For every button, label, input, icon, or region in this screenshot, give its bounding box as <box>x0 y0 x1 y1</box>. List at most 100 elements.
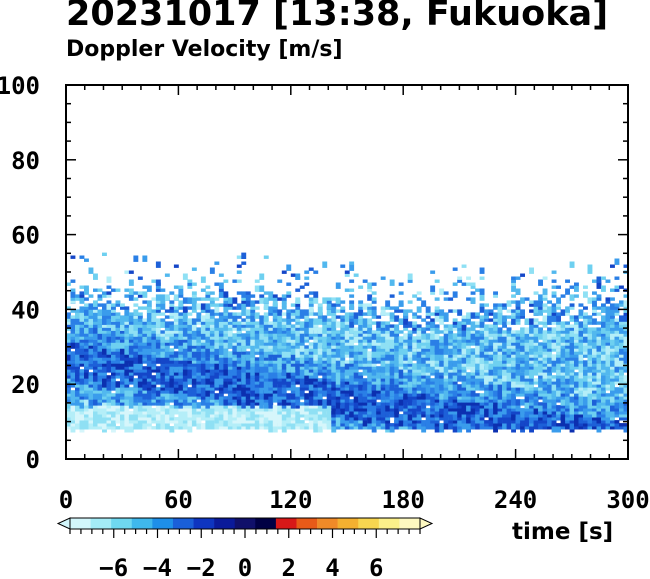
heatmap-cell <box>502 399 507 403</box>
heatmap-cell <box>592 396 597 400</box>
heatmap-cell <box>88 345 94 349</box>
heatmap-cell <box>560 396 566 400</box>
heatmap-cell <box>389 423 395 427</box>
heatmap-cell <box>173 321 179 325</box>
heatmap-cell <box>425 396 431 400</box>
heatmap-cell <box>403 348 409 352</box>
heatmap-cell <box>367 384 373 388</box>
heatmap-cell <box>111 330 116 337</box>
heatmap-cell <box>529 381 534 385</box>
heatmap-cell <box>66 393 71 397</box>
heatmap-cell <box>475 402 480 406</box>
heatmap-cell <box>223 369 229 376</box>
heatmap-cell <box>353 363 359 367</box>
heatmap-cell <box>268 330 274 334</box>
heatmap-cell <box>340 378 346 382</box>
heatmap-cell <box>335 297 341 304</box>
heatmap-cell <box>223 363 229 367</box>
heatmap-cell <box>142 390 148 394</box>
heatmap-cell <box>84 381 89 385</box>
heatmap-cell <box>205 291 211 295</box>
heatmap-cell <box>120 405 125 409</box>
heatmap-cell <box>461 381 467 388</box>
heatmap-cell <box>596 342 602 346</box>
heatmap-cell <box>344 366 350 370</box>
heatmap-cell <box>376 357 382 361</box>
heatmap-cell <box>106 387 112 391</box>
heatmap-cell <box>610 288 615 292</box>
heatmap-cell <box>434 426 440 433</box>
heatmap-cell <box>497 348 503 352</box>
heatmap-cell <box>268 351 274 355</box>
heatmap-cell <box>236 312 242 316</box>
heatmap-cell <box>160 396 166 400</box>
heatmap-cell <box>533 420 539 424</box>
heatmap-cell <box>236 315 242 319</box>
heatmap-cell <box>286 336 292 340</box>
heatmap-cell <box>254 279 260 283</box>
heatmap-cell <box>529 318 534 325</box>
heatmap-cell <box>173 387 179 394</box>
heatmap-cell <box>70 291 76 298</box>
heatmap-cell <box>349 426 355 430</box>
heatmap-cell <box>84 411 89 415</box>
heatmap-cell <box>362 321 368 328</box>
heatmap-cell <box>66 411 71 418</box>
heatmap-cell <box>115 420 121 424</box>
heatmap-cell <box>610 354 615 358</box>
heatmap-cell <box>272 333 278 340</box>
heatmap-cell <box>344 414 350 418</box>
heatmap-cell <box>551 294 557 298</box>
heatmap-cell <box>502 375 507 379</box>
heatmap-cell <box>358 354 364 361</box>
heatmap-cell <box>389 405 395 409</box>
heatmap-cell <box>425 387 431 394</box>
heatmap-cell <box>205 285 211 289</box>
heatmap-cell <box>299 411 305 415</box>
heatmap-cell <box>160 342 166 346</box>
heatmap-cell <box>587 363 593 367</box>
heatmap-cell <box>137 345 143 352</box>
heatmap-cell <box>272 417 278 421</box>
heatmap-cell <box>272 396 278 400</box>
heatmap-cell <box>209 363 215 367</box>
heatmap-cell <box>565 369 570 376</box>
heatmap-cell <box>232 399 238 403</box>
heatmap-cell <box>173 408 179 415</box>
heatmap-cell <box>403 363 409 367</box>
heatmap-cell <box>205 312 211 319</box>
heatmap-cell <box>313 396 319 400</box>
heatmap-cell <box>200 366 206 370</box>
heatmap-cell <box>601 381 606 385</box>
heatmap-cell <box>466 282 471 286</box>
heatmap-cell <box>142 387 148 391</box>
heatmap-cell <box>124 360 130 367</box>
heatmap-cell <box>259 327 265 334</box>
heatmap-cell <box>421 342 427 346</box>
heatmap-cell <box>511 309 516 313</box>
heatmap-cell <box>542 309 548 313</box>
heatmap-cell <box>70 360 76 364</box>
heatmap-cell <box>565 291 570 295</box>
heatmap-cell <box>227 357 233 364</box>
heatmap-cell <box>479 342 485 349</box>
heatmap-cell <box>106 363 112 370</box>
heatmap-cell <box>425 417 431 424</box>
heatmap-cell <box>290 399 296 403</box>
heatmap-cell <box>88 387 94 391</box>
heatmap-cell <box>610 366 615 370</box>
heatmap-cell <box>263 345 269 352</box>
heatmap-cell <box>111 384 116 391</box>
heatmap-cell <box>340 300 346 304</box>
heatmap-cell <box>169 336 175 340</box>
heatmap-cell <box>569 324 575 328</box>
heatmap-cell <box>430 393 436 397</box>
heatmap-cell <box>466 372 471 379</box>
heatmap-cell <box>371 396 377 400</box>
heatmap-cell <box>84 396 89 400</box>
heatmap-cell <box>111 336 116 343</box>
heatmap-cell <box>326 357 332 364</box>
heatmap-cell <box>398 348 404 355</box>
heatmap-cell <box>488 327 494 334</box>
heatmap-cell <box>524 357 530 361</box>
